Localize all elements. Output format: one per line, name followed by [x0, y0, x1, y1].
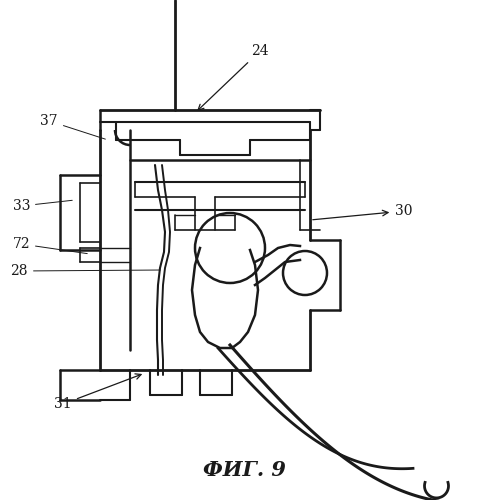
Text: ФИГ. 9: ФИГ. 9: [203, 460, 285, 480]
Text: 30: 30: [313, 204, 412, 220]
Text: 28: 28: [11, 264, 160, 278]
Text: 31: 31: [54, 374, 141, 411]
Text: 24: 24: [198, 44, 269, 110]
Text: 33: 33: [13, 199, 72, 213]
Text: 37: 37: [41, 114, 105, 139]
Text: 72: 72: [12, 237, 87, 254]
